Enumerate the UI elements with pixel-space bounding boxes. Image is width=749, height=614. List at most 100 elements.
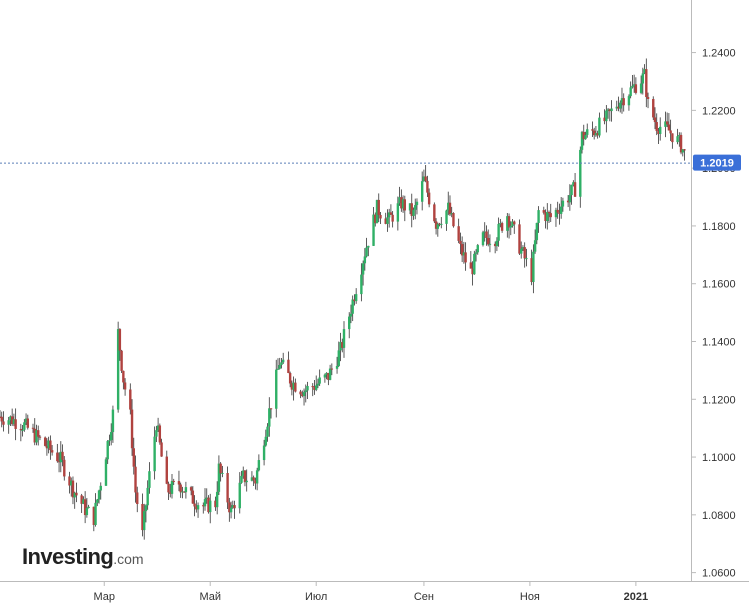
candle-down: [177, 481, 181, 485]
candle-up: [315, 385, 318, 390]
candle-down: [37, 430, 40, 437]
candle-down: [655, 122, 658, 132]
candle-down: [50, 450, 54, 453]
candle-up: [146, 487, 149, 506]
y-tick-label: 1.1000: [702, 452, 736, 464]
candle-down: [123, 382, 127, 390]
candle-up: [24, 418, 28, 423]
x-tick-label: Ноя: [520, 591, 540, 603]
candle-up: [372, 214, 375, 246]
candle-down: [379, 214, 382, 219]
candle-up: [111, 409, 115, 433]
candle-down: [254, 480, 257, 484]
candles-layer: [0, 58, 686, 540]
candle-down: [665, 121, 669, 125]
candle-down: [634, 84, 638, 93]
candle-down: [301, 394, 304, 397]
candle-up: [354, 294, 358, 302]
x-tick-label: Май: [199, 591, 221, 603]
candle-up: [422, 176, 426, 182]
candle-down: [457, 226, 460, 241]
candle-up: [108, 440, 111, 442]
candle-down: [233, 505, 236, 509]
candle-down: [226, 472, 229, 503]
candle-down: [33, 428, 36, 443]
candle-up: [360, 274, 363, 295]
candle-down: [290, 383, 294, 390]
svg-text:Investing.com: Investing.com: [22, 544, 144, 569]
candle-down: [389, 212, 393, 215]
candle-up: [342, 329, 346, 348]
candle-down: [130, 409, 134, 449]
candle-up: [7, 420, 10, 425]
candle-up: [664, 121, 667, 127]
candle-down: [438, 223, 441, 225]
candle-down: [207, 497, 210, 513]
candle-up: [35, 430, 38, 443]
candle-up: [229, 507, 233, 513]
y-tick-label: 1.1800: [702, 221, 736, 233]
candle-down: [667, 124, 671, 131]
candle-up: [250, 477, 254, 481]
candle-down: [45, 445, 49, 449]
candle-up: [337, 350, 340, 366]
candle-up: [87, 506, 90, 509]
candle-down: [172, 480, 175, 482]
candle-up: [375, 199, 379, 224]
candle-up: [436, 223, 440, 229]
candle-down: [122, 370, 125, 383]
candle-down: [136, 492, 139, 505]
candle-up: [659, 126, 662, 134]
candle-up: [316, 383, 320, 386]
candle-down: [566, 200, 570, 203]
candle-up: [238, 482, 241, 509]
candle-up: [73, 492, 76, 498]
candle-up: [96, 499, 99, 503]
candle-down: [646, 97, 650, 99]
candle-down: [452, 213, 455, 227]
y-tick-label: 1.2200: [702, 105, 736, 117]
candle-up: [561, 200, 565, 207]
candle-up: [217, 463, 221, 492]
candle-up: [420, 181, 424, 202]
logo-suffix: .com: [113, 551, 143, 567]
candle-up: [268, 408, 271, 427]
candle-down: [652, 98, 655, 118]
candle-up: [12, 419, 16, 425]
candle-down: [118, 329, 122, 351]
candle-up: [605, 110, 608, 122]
candle-up: [387, 212, 391, 218]
candle-up: [572, 182, 575, 186]
candle-down: [671, 133, 674, 143]
candle-up: [339, 342, 342, 351]
candle-up: [568, 195, 572, 203]
candle-up: [447, 202, 450, 211]
candle-up: [554, 209, 558, 218]
candle-down: [617, 106, 620, 109]
candle-up: [9, 416, 12, 421]
y-tick-label: 1.1200: [702, 394, 736, 406]
investing-logo: Investing.com: [22, 544, 144, 569]
candle-down: [0, 416, 3, 422]
candle-up: [414, 205, 417, 210]
candle-up: [537, 210, 540, 223]
candle-down: [31, 427, 35, 429]
candle-up: [205, 497, 208, 500]
candle-up: [196, 505, 200, 510]
candle-down: [547, 211, 551, 214]
candle-up: [627, 96, 631, 106]
candle-down: [169, 492, 172, 494]
candle-down: [653, 117, 657, 123]
candle-up: [361, 263, 365, 275]
candle-up: [262, 445, 266, 461]
candle-down: [683, 149, 686, 151]
candle-down: [56, 452, 59, 462]
y-tick-label: 1.1400: [702, 336, 736, 348]
candle-up: [639, 83, 643, 93]
candle-down: [448, 202, 452, 215]
candle-up: [155, 430, 158, 437]
candle-up: [619, 102, 622, 109]
candle-down: [544, 212, 547, 222]
candle-up: [170, 480, 174, 494]
candle-down: [141, 504, 144, 531]
